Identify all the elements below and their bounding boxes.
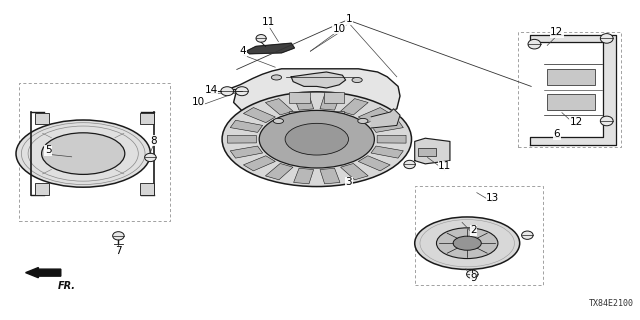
Circle shape: [358, 118, 368, 124]
Bar: [140, 113, 154, 124]
Polygon shape: [230, 120, 262, 132]
Circle shape: [42, 133, 125, 174]
Polygon shape: [243, 108, 275, 123]
Ellipse shape: [600, 34, 613, 43]
Ellipse shape: [236, 87, 248, 96]
Polygon shape: [320, 168, 340, 184]
Polygon shape: [291, 72, 346, 88]
Text: 14: 14: [205, 84, 218, 95]
Polygon shape: [294, 168, 314, 184]
Polygon shape: [294, 95, 314, 110]
Bar: [324, 111, 344, 123]
Circle shape: [273, 118, 284, 124]
Ellipse shape: [467, 270, 478, 278]
Bar: [140, 183, 154, 195]
Text: 7: 7: [115, 246, 122, 256]
Polygon shape: [243, 156, 275, 171]
Text: 4: 4: [240, 46, 246, 56]
Polygon shape: [340, 99, 368, 115]
Ellipse shape: [221, 87, 234, 96]
Ellipse shape: [145, 153, 156, 162]
Bar: [35, 113, 49, 124]
Ellipse shape: [256, 35, 266, 42]
Ellipse shape: [404, 160, 415, 169]
Bar: [547, 94, 595, 110]
Text: 10: 10: [333, 24, 346, 34]
Polygon shape: [246, 43, 294, 54]
Circle shape: [453, 236, 481, 250]
Polygon shape: [371, 109, 400, 128]
FancyArrow shape: [26, 268, 61, 278]
Circle shape: [352, 77, 362, 83]
Ellipse shape: [600, 116, 613, 126]
Polygon shape: [230, 146, 262, 158]
Polygon shape: [227, 69, 400, 134]
Polygon shape: [358, 156, 390, 171]
Polygon shape: [377, 135, 406, 143]
Text: 6: 6: [554, 129, 560, 140]
Text: 8: 8: [150, 136, 157, 146]
Bar: [289, 92, 310, 103]
Text: TX84E2100: TX84E2100: [589, 299, 634, 308]
Text: FR.: FR.: [58, 281, 76, 291]
Polygon shape: [415, 138, 450, 164]
Polygon shape: [228, 135, 257, 143]
Bar: [289, 111, 310, 123]
Polygon shape: [371, 146, 403, 158]
Polygon shape: [340, 164, 368, 180]
Circle shape: [271, 75, 282, 80]
Ellipse shape: [522, 231, 533, 239]
Polygon shape: [358, 108, 390, 123]
Ellipse shape: [528, 39, 541, 49]
Circle shape: [415, 217, 520, 269]
Polygon shape: [266, 99, 293, 115]
Text: 3: 3: [346, 177, 352, 188]
Circle shape: [436, 228, 498, 259]
Text: 1: 1: [346, 14, 352, 24]
Text: 2: 2: [470, 225, 477, 236]
Circle shape: [285, 123, 349, 155]
Bar: [35, 183, 49, 195]
Text: 12: 12: [570, 116, 582, 127]
Text: 5: 5: [45, 145, 51, 156]
Bar: [324, 92, 344, 103]
Text: 11: 11: [438, 161, 451, 172]
Text: 11: 11: [262, 17, 275, 28]
Bar: [547, 69, 595, 85]
Polygon shape: [530, 35, 616, 145]
Circle shape: [16, 120, 150, 187]
Circle shape: [222, 92, 412, 187]
Polygon shape: [371, 120, 403, 132]
Ellipse shape: [113, 232, 124, 240]
Circle shape: [259, 110, 374, 168]
Polygon shape: [320, 95, 340, 110]
Text: 10: 10: [192, 97, 205, 108]
Text: 9: 9: [470, 273, 477, 284]
Text: 12: 12: [550, 27, 563, 37]
Text: 13: 13: [486, 193, 499, 204]
Bar: [418, 148, 435, 156]
Polygon shape: [266, 164, 293, 180]
